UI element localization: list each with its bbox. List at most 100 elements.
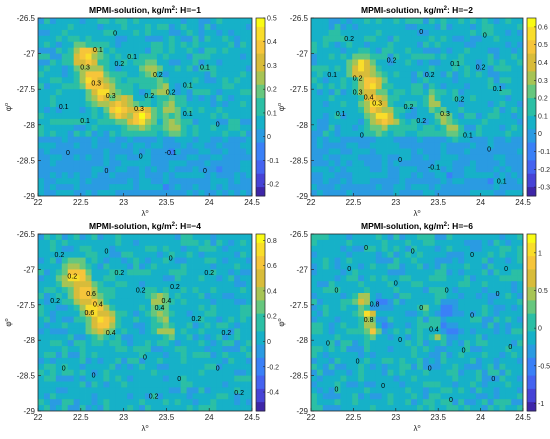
colorbar-tick-label: 0.1 (267, 110, 277, 117)
contour-label: 0.1 (59, 104, 69, 111)
y-tick-label: -27 (296, 50, 308, 59)
contour-label: -0.1 (165, 150, 177, 157)
contour-label: 0 (449, 397, 453, 404)
contour-label: 0.3 (372, 100, 382, 107)
contour-label: 0.2 (455, 97, 465, 104)
x-tick-label: 24 (205, 198, 214, 207)
contour-label: 0 (491, 376, 495, 383)
x-tick-label: 23.5 (159, 198, 175, 207)
colorbar-tick-label: 0.1 (538, 113, 548, 120)
contour-label: 0.8 (370, 302, 380, 309)
contour-label: 0.2 (221, 330, 231, 337)
y-axis-label: φo (4, 103, 13, 111)
contour-label: 0 (216, 122, 220, 129)
colorbar-tick-label: 0.3 (267, 63, 277, 70)
x-tick-label: 22 (307, 413, 316, 422)
y-tick-label: -29 (296, 192, 308, 201)
colorbar-tick-label: 0.3 (538, 78, 548, 85)
contour-label: 0 (203, 168, 207, 175)
x-tick-label: 23 (119, 198, 128, 207)
colorbar-tick-label: -0.2 (538, 167, 550, 174)
contour-label: 0 (483, 33, 487, 40)
chart-title: MPMI-solution, kg/m2: H=−6 (361, 221, 473, 231)
y-tick-label: -28 (23, 336, 35, 345)
contour-label: 0.1 (183, 111, 193, 118)
y-tick-label: -29 (23, 407, 35, 416)
colorbar-tick-label: 0.6 (267, 263, 277, 270)
y-tick-label: -29 (296, 407, 308, 416)
contour-label: 0.2 (191, 316, 201, 323)
y-axis-label: φo (277, 103, 286, 111)
contour-label: 0.4 (162, 298, 172, 305)
colorbar-tick-label: 0.5 (538, 288, 548, 295)
colorbar-tick-label: 0.5 (267, 16, 277, 23)
contour-label: 0 (139, 154, 143, 161)
contour-label: 0 (92, 372, 96, 379)
y-tick-label: -27.5 (17, 301, 36, 310)
contour-label: 0 (487, 147, 491, 154)
colorbar-tick-label: 0.4 (267, 288, 277, 295)
contour-label: 0 (364, 245, 368, 252)
colorbar-tick-label: 0.8 (267, 238, 277, 245)
colorbar-tick-label: 0 (538, 326, 542, 333)
x-tick-label: 22 (307, 198, 316, 207)
colorbar-tick-label: 0.4 (538, 60, 548, 67)
contour-label: 0.2 (425, 72, 435, 79)
y-tick-label: -27.5 (290, 85, 309, 94)
y-tick-label: -26.5 (290, 14, 309, 23)
contour-label: 0.3 (91, 80, 101, 87)
x-tick-label: 24.5 (515, 413, 531, 422)
chart-title: MPMI-solution, kg/m2: H=−2 (361, 5, 473, 15)
y-tick-label: -27 (23, 50, 35, 59)
contour-label: 0.2 (387, 58, 397, 65)
contour-label: 0.1 (127, 54, 137, 61)
colorbar-tick-label: 0 (267, 134, 271, 141)
chart-title: MPMI-solution, kg/m2: H=−4 (89, 221, 201, 231)
contour-label: 0.1 (463, 132, 473, 139)
contour-label: 0.2 (416, 118, 426, 125)
contour-label: 0.2 (166, 90, 176, 97)
contour-label: 0 (360, 132, 364, 139)
contour-label: 0.2 (404, 104, 414, 111)
x-tick-label: 22 (34, 198, 43, 207)
contour-label: 0 (334, 387, 338, 394)
y-tick-label: -28 (296, 121, 308, 130)
contour-label: 0.2 (50, 298, 60, 305)
colorbar-tick-label: -0.5 (538, 363, 550, 370)
x-tick-label: 23.5 (430, 198, 446, 207)
contour-label: 0.3 (440, 111, 450, 118)
contour-label: 0 (496, 291, 500, 298)
contour-label: 0 (398, 337, 402, 344)
panel-2: 0.30.40.30.20.20.20.30.20.10.10.20.20.10… (277, 5, 550, 218)
contour-label: 0 (62, 365, 66, 372)
colorbar-tick-label: 0 (538, 131, 542, 138)
x-tick-label: 23 (119, 413, 128, 422)
contour-label: 0.1 (336, 111, 346, 118)
colorbar-tick-label: 1 (538, 250, 542, 257)
panel-4: 0.8 0.8 0 0 0 0 0 0 0 0 0 0 0 0 0 0 0 0 0 0 0 0 0.4 0 22 22.5 23 23… (277, 221, 550, 433)
contour-label: 0.4 (155, 305, 165, 312)
contour-label: 0 (470, 312, 474, 319)
x-axis-label: λo (413, 209, 420, 218)
y-axis-label: φo (4, 318, 13, 326)
colorbar-tick-label: -0.1 (538, 149, 550, 156)
x-tick-label: 22.5 (346, 413, 362, 422)
contour-label: 0 (143, 355, 147, 362)
y-tick-label: -27 (23, 265, 35, 274)
contour-label: 0 (356, 358, 360, 365)
contour-label: 0 (504, 266, 508, 273)
y-tick-label: -27.5 (290, 301, 309, 310)
contour-label: 0 (398, 157, 402, 164)
x-tick-label: 24.5 (515, 198, 531, 207)
contour-label: 0.1 (93, 47, 103, 54)
y-tick-label: -26.5 (290, 230, 309, 239)
panel-1: 0.30.30.30.30.20.20.20.20.10.10.10.10.10… (4, 5, 279, 218)
contour-label: 0.3 (80, 65, 90, 72)
contour-label: 0.3 (134, 106, 144, 113)
colorbar-tick-label: 0.5 (538, 42, 548, 49)
contour-label: 0.4 (364, 95, 374, 102)
panel-3: 0.60.40.60.40.40.40.20.20.20.20.20.20000… (4, 221, 279, 433)
x-tick-label: 23 (391, 198, 400, 207)
contour-label: 0 (105, 168, 109, 175)
contour-label: 0.2 (67, 273, 77, 280)
